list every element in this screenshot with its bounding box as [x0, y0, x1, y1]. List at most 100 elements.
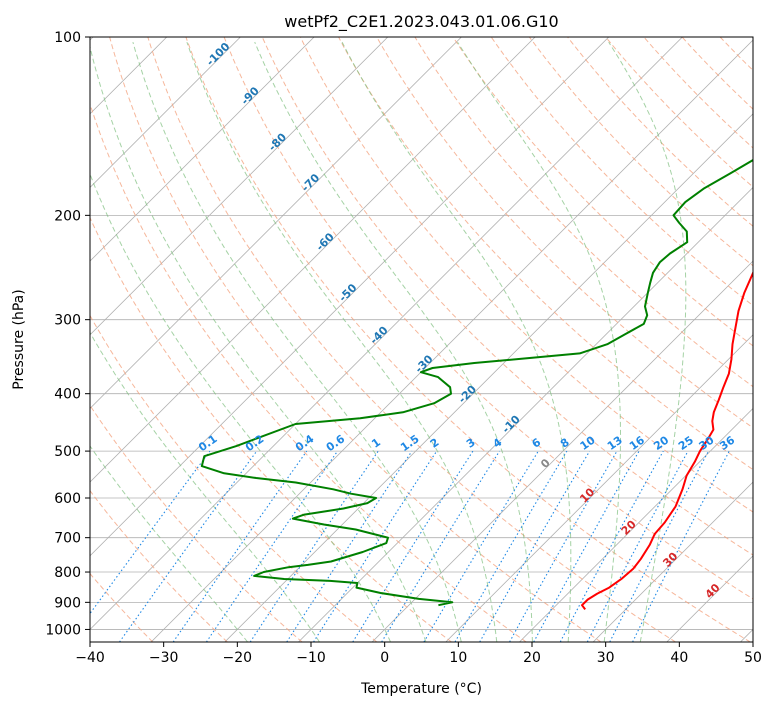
dry-adiabat	[90, 216, 452, 642]
isotherm-line	[445, 334, 753, 642]
y-tick-label: 300	[54, 313, 81, 329]
mixing-ratio-label: 6	[529, 436, 543, 451]
dry-adiabat	[452, 37, 753, 347]
mixing-ratio-line	[609, 450, 709, 642]
background-lines	[0, 37, 775, 642]
isotherm-line	[592, 481, 753, 642]
y-tick-label: 900	[54, 595, 81, 611]
isotherm-line	[90, 37, 241, 189]
moist-adiabat	[90, 172, 391, 642]
moist-adiabat	[90, 445, 248, 642]
isotherm-label: 30	[660, 549, 680, 569]
isotherm-line	[666, 555, 753, 642]
x-tick-label: 50	[744, 650, 762, 666]
isotherm-line	[90, 37, 462, 410]
isotherm-label: 10	[577, 485, 597, 505]
mixing-ratio-line	[352, 450, 474, 642]
mixing-ratio-line	[632, 450, 730, 642]
y-tick-label: 400	[54, 387, 81, 403]
dewpoint-line	[200, 158, 753, 607]
y-tick-label: 800	[54, 565, 81, 581]
x-tick-label: −40	[75, 650, 105, 666]
x-tick-label: 30	[597, 650, 615, 666]
isotherm-label: -70	[299, 171, 322, 194]
x-tick-label: 0	[380, 650, 389, 666]
moist-adiabat	[608, 41, 687, 642]
isotherm-label: 40	[703, 581, 723, 601]
contour-labels: 0.1 0.2 0.4 0.6 1 1.5 2 3 4 6 8 10 13 16 20 25 30 36-100-…	[196, 40, 737, 601]
isotherm-label: -10	[500, 412, 523, 435]
x-axis: −40 −30 −20 −10 0 10 20 30 40 50	[75, 642, 762, 666]
y-tick-label: 1000	[45, 622, 81, 638]
mixing-ratio-label: 36	[717, 433, 737, 453]
mixing-ratio-line	[205, 450, 338, 642]
isotherm-label: -80	[266, 130, 289, 153]
moist-adiabat	[457, 41, 621, 642]
isotherm-line	[90, 37, 389, 336]
moist-adiabat	[186, 41, 498, 642]
mixing-ratio-line	[313, 450, 438, 642]
isotherm-label: -40	[367, 324, 390, 347]
mixing-ratio-line	[90, 450, 211, 615]
y-tick-label: 100	[54, 30, 81, 46]
mixing-ratio-label: 2	[428, 436, 442, 451]
temperature-line	[581, 270, 753, 611]
dry-adiabat	[758, 37, 775, 642]
sounding-series	[200, 158, 753, 611]
y-axis: 100 200 300 400 500 600 700 800 900 1000	[45, 30, 90, 638]
mixing-ratio-line	[509, 450, 618, 642]
y-tick-label: 700	[54, 531, 81, 547]
x-tick-label: −20	[223, 650, 253, 666]
dry-adiabat	[0, 37, 3, 642]
dry-adiabat	[414, 37, 753, 388]
isotherm-line	[740, 628, 753, 642]
mixing-ratio-line	[423, 450, 539, 642]
dry-adiabat	[261, 37, 753, 556]
mixing-ratio-line	[533, 450, 640, 642]
x-tick-label: 20	[523, 650, 541, 666]
dry-adiabat	[338, 37, 753, 471]
x-tick-label: 40	[670, 650, 688, 666]
mixing-ratio-label: 25	[676, 434, 696, 453]
mixing-ratio-label: 16	[627, 433, 647, 453]
mixing-ratio-label: 20	[651, 433, 671, 453]
moist-adiabat	[132, 41, 462, 642]
isotherm-line	[90, 37, 315, 262]
dry-adiabat	[376, 37, 753, 429]
mixing-ratio-line	[286, 450, 413, 642]
x-tick-label: −30	[149, 650, 179, 666]
mixing-ratio-label: 30	[696, 433, 716, 453]
mixing-ratio-line	[119, 450, 258, 642]
isotherm-line	[519, 407, 753, 642]
dry-adiabat	[90, 102, 527, 642]
dry-adiabat	[90, 489, 228, 642]
dry-adiabat	[109, 37, 602, 642]
dry-adiabat	[605, 37, 753, 188]
dry-adiabat	[643, 37, 753, 149]
mixing-ratio-label: 10	[578, 433, 598, 453]
isotherm-label: -90	[239, 84, 262, 107]
isotherm-label: -100	[204, 40, 233, 69]
dry-adiabat	[147, 37, 676, 642]
isotherm-label: -50	[336, 281, 359, 304]
dry-adiabat	[528, 37, 753, 267]
dry-adiabat	[90, 314, 378, 642]
y-axis-label: Pressure (hPa)	[11, 289, 27, 389]
y-tick-label: 500	[54, 444, 81, 460]
mixing-ratio-line	[249, 450, 379, 642]
dry-adiabat	[90, 404, 303, 642]
chart-title: wetPf2_C2E1.2023.043.01.06.G10	[284, 12, 558, 32]
isotherm-line	[90, 37, 610, 557]
dry-adiabat	[681, 37, 753, 110]
mixing-ratio-line	[559, 450, 664, 642]
mixing-ratio-label: 1	[369, 436, 383, 451]
y-tick-label: 200	[54, 208, 81, 224]
isotherm-label: -60	[314, 230, 337, 253]
mixing-ratio-label: 13	[605, 434, 625, 453]
isotherm-label: -30	[412, 352, 435, 375]
isotherm-line	[150, 39, 753, 642]
isotherm-line	[90, 37, 683, 631]
isotherm-line	[224, 113, 753, 642]
y-tick-label: 600	[54, 491, 81, 507]
